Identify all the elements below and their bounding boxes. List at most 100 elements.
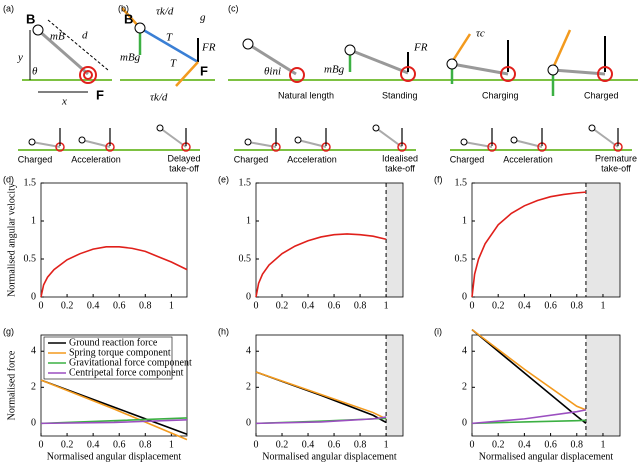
body — [588, 124, 596, 132]
x-tick-label: 0 — [470, 300, 475, 311]
label: g — [200, 12, 206, 24]
x-tick-label: 0.2 — [276, 439, 289, 450]
x-tick-label: 0.2 — [61, 300, 74, 311]
diagram-c — [228, 29, 638, 96]
y-tick-label: 2 — [31, 382, 36, 393]
x-tick-label: 0.8 — [571, 300, 584, 311]
post-takeoff-region — [386, 335, 403, 436]
spring — [79, 66, 97, 84]
body — [156, 124, 164, 132]
panel-label: (f) — [434, 174, 443, 184]
x-tick-label: 0.6 — [113, 300, 126, 311]
body — [242, 38, 254, 50]
body — [32, 24, 44, 36]
x-tick-label: 0.8 — [354, 300, 367, 311]
label: T — [170, 58, 177, 70]
y-tick-label: 1.5 — [455, 177, 468, 188]
legend-label: Centripetal force component — [69, 367, 184, 378]
diagram-a — [22, 19, 112, 93]
x-tick-label: 0.8 — [139, 439, 152, 450]
series-line — [255, 416, 387, 425]
label: θ — [32, 66, 38, 78]
series-line — [471, 409, 587, 425]
phase-label: Charged — [450, 154, 485, 164]
leg — [375, 127, 403, 148]
label: τk/d — [156, 6, 174, 18]
x-tick-label: 0.4 — [302, 300, 315, 311]
leg — [451, 62, 509, 76]
phase-label: Acceleration — [71, 154, 121, 164]
series-line — [471, 191, 587, 298]
leg — [297, 139, 327, 148]
label: B — [26, 11, 35, 26]
state-label: Charged — [584, 90, 619, 100]
legend-label: Spring torque component — [69, 347, 171, 358]
x-tick-label: 0.2 — [61, 439, 74, 450]
body — [28, 138, 36, 146]
x-tick-label: 0 — [39, 439, 44, 450]
x-tick-label: 0.6 — [328, 439, 341, 450]
body — [510, 136, 518, 144]
panel-label: (g) — [3, 326, 14, 336]
leg — [513, 139, 543, 148]
panel-label: (b) — [118, 3, 129, 13]
leg — [349, 48, 409, 75]
x-tick-label: 1 — [384, 300, 389, 311]
leg — [159, 127, 187, 148]
state-label: Charging — [482, 90, 519, 100]
state-label: Standing — [382, 90, 418, 100]
axes-frame — [471, 334, 621, 437]
x-tick-label: 0.2 — [492, 300, 505, 311]
legend-label: Ground reaction force — [69, 337, 158, 348]
label: FR — [413, 42, 428, 54]
phase-label: Premature — [595, 153, 637, 163]
phase-label: take-off — [169, 163, 199, 173]
x-tick-label: 0 — [254, 300, 259, 311]
x-tick-label: 0.4 — [518, 300, 531, 311]
x-tick-label: 0.6 — [328, 300, 341, 311]
y-tick-label: 1.5 — [239, 177, 252, 188]
dimension — [47, 19, 109, 71]
spring — [83, 70, 93, 80]
post-takeoff-region — [585, 335, 620, 436]
x-tick-label: 0.8 — [139, 300, 152, 311]
series-line — [471, 328, 587, 411]
axes-frame — [255, 182, 404, 298]
y-tick-label: 2 — [246, 382, 251, 393]
x-tick-label: 0.4 — [518, 439, 531, 450]
y-tick-label: 0.5 — [455, 253, 468, 264]
spring — [597, 66, 613, 82]
body — [294, 136, 302, 144]
series-line — [471, 419, 586, 425]
label: d — [82, 30, 88, 42]
x-tick-label: 0 — [470, 439, 475, 450]
x-tick-label: 1 — [600, 439, 605, 450]
x-tick-label: 0 — [39, 300, 44, 311]
x-tick-label: 0.8 — [354, 439, 367, 450]
y-tick-label: 0 — [462, 418, 467, 429]
body — [372, 124, 380, 132]
x-tick-label: 0.2 — [492, 439, 505, 450]
x-tick-label: 0.6 — [544, 439, 557, 450]
series-line — [40, 418, 188, 425]
x-axis-label: Normalised angular displacement — [479, 451, 614, 462]
label: mBg — [120, 52, 141, 64]
legend-box — [43, 336, 173, 380]
y-tick-label: 0 — [462, 291, 467, 302]
label: F — [96, 87, 104, 102]
y-tick-label: 0.5 — [239, 253, 252, 264]
y-tick-label: 4 — [462, 346, 467, 357]
post-takeoff-region — [386, 183, 403, 297]
y-tick-label: 0 — [31, 418, 36, 429]
post-takeoff-region — [585, 183, 620, 297]
torque-arrow — [551, 29, 572, 69]
label: x — [61, 96, 67, 108]
label: τk/d — [150, 92, 168, 104]
y-axis-label: Normalised force — [6, 350, 17, 420]
y-tick-label: 1 — [31, 215, 36, 226]
body — [78, 136, 86, 144]
y-axis-label: Normalised angular velocity — [6, 183, 17, 297]
y-tick-label: 4 — [246, 346, 251, 357]
torque-arrow — [450, 33, 472, 63]
